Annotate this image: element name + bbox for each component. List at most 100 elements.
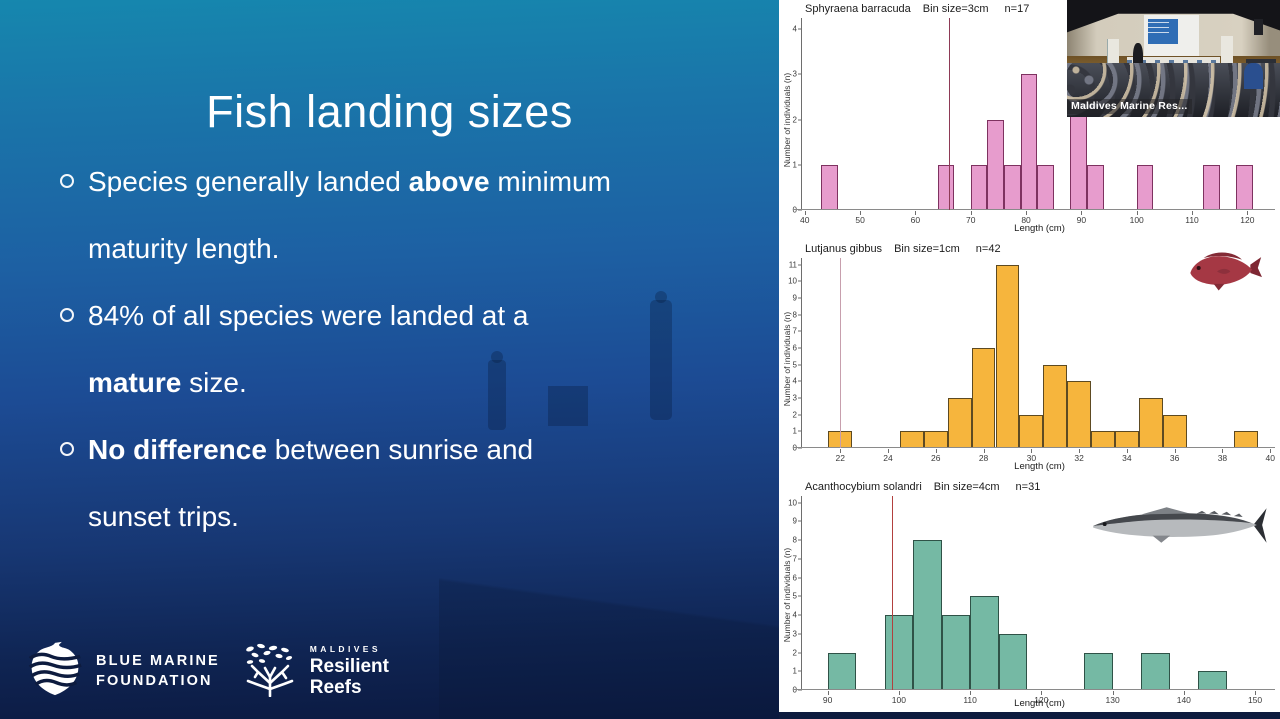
y-tick-label: 6 bbox=[792, 573, 797, 583]
y-tick-label: 0 bbox=[792, 205, 797, 215]
x-tick-label: 100 bbox=[891, 695, 906, 705]
x-axis-line bbox=[793, 209, 1275, 210]
y-tick-label: 10 bbox=[788, 276, 797, 286]
rollup-banner bbox=[1221, 36, 1234, 70]
histogram-bar bbox=[884, 615, 914, 690]
histogram-lutjanus-gibbus: Lutjanus gibbus Bin size=1cm n=42 Number o… bbox=[779, 240, 1280, 478]
x-tick-label: 32 bbox=[1074, 453, 1084, 463]
x-tick-label: 90 bbox=[1076, 215, 1087, 225]
y-tick-label: 7 bbox=[792, 554, 797, 564]
histogram-bar bbox=[987, 119, 1004, 210]
y-tick-mark bbox=[798, 520, 802, 522]
projected-slide bbox=[1147, 18, 1178, 45]
y-tick-label: 3 bbox=[792, 69, 797, 79]
y-tick-mark bbox=[798, 380, 802, 382]
maturity-length-line bbox=[840, 258, 842, 448]
resilient-reefs-line2: Reefs bbox=[309, 677, 362, 698]
histogram-bar bbox=[1084, 652, 1113, 690]
chart-bin-size: Bin size=4cm bbox=[933, 481, 1000, 493]
x-tick-mark bbox=[1126, 449, 1128, 453]
y-tick-mark bbox=[798, 558, 802, 560]
bullet-marker-icon bbox=[60, 442, 74, 456]
y-tick-label: 2 bbox=[792, 115, 797, 125]
x-tick-mark bbox=[888, 449, 889, 453]
histogram-bar bbox=[1203, 164, 1220, 210]
resilient-reefs-kicker: MALDIVES bbox=[309, 644, 381, 655]
y-tick-label: 1 bbox=[792, 160, 797, 170]
bullet-line: mature size. bbox=[88, 367, 247, 398]
x-axis-label: Length (cm) bbox=[1014, 698, 1065, 709]
y-tick-mark bbox=[798, 502, 802, 504]
audience-member-blue-shirt bbox=[1243, 63, 1263, 89]
coral-fish-emblem-icon bbox=[242, 641, 298, 702]
chart-species: Sphyraena barracuda bbox=[805, 3, 911, 15]
y-tick-label: 6 bbox=[792, 343, 797, 353]
histogram-bar bbox=[1067, 381, 1092, 448]
y-tick-mark bbox=[798, 397, 802, 399]
x-tick-label: 150 bbox=[1247, 695, 1263, 705]
x-tick-mark bbox=[1081, 211, 1083, 215]
y-tick-label: 1 bbox=[792, 426, 797, 436]
maturity-length-line bbox=[891, 496, 893, 690]
histogram-bar bbox=[913, 540, 942, 690]
webcam-overlay[interactable]: Maldives Marine Res... bbox=[1067, 0, 1280, 117]
histogram-bar bbox=[971, 348, 996, 448]
background-box-silhouette bbox=[548, 386, 588, 426]
y-tick-mark bbox=[798, 73, 802, 75]
y-tick-mark bbox=[798, 447, 802, 449]
y-tick-label: 4 bbox=[792, 610, 797, 620]
x-tick-mark bbox=[970, 211, 972, 215]
x-tick-label: 40 bbox=[1265, 453, 1275, 463]
wall-speaker bbox=[1254, 18, 1263, 36]
x-tick-mark bbox=[1041, 691, 1043, 695]
y-tick-mark bbox=[798, 264, 802, 266]
y-tick-mark bbox=[798, 314, 802, 316]
histogram-bar bbox=[995, 264, 1020, 448]
y-tick-mark bbox=[798, 119, 802, 121]
slide-title: Fish landing sizes bbox=[206, 86, 573, 138]
histogram-bar bbox=[998, 633, 1028, 690]
y-tick-label: 4 bbox=[792, 24, 797, 34]
x-tick-label: 110 bbox=[1185, 215, 1199, 225]
y-tick-label: 4 bbox=[792, 376, 797, 386]
y-tick-label: 11 bbox=[788, 260, 797, 270]
histogram-bar bbox=[1138, 398, 1163, 448]
histogram-bar bbox=[970, 164, 988, 210]
histogram-bar bbox=[821, 164, 838, 210]
rollup-banner bbox=[1107, 38, 1120, 74]
resilient-reefs-logo: MALDIVES Resilient Reefs bbox=[242, 641, 389, 702]
x-tick-label: 40 bbox=[800, 215, 810, 225]
x-tick-mark bbox=[1247, 211, 1249, 215]
histogram-bar bbox=[1091, 431, 1115, 448]
y-tick-mark bbox=[798, 633, 802, 635]
chart-sample-size: n=17 bbox=[1004, 3, 1030, 15]
y-tick-label: 2 bbox=[792, 410, 797, 420]
x-axis-label: Length (cm) bbox=[1014, 461, 1065, 472]
y-tick-label: 1 bbox=[792, 666, 797, 676]
resilient-reefs-line1: Resilient bbox=[309, 656, 389, 678]
x-tick-mark bbox=[1174, 449, 1176, 453]
y-tick-label: 3 bbox=[792, 393, 797, 403]
x-tick-label: 80 bbox=[1021, 215, 1031, 225]
projection-screen bbox=[1143, 15, 1200, 57]
y-tick-mark bbox=[798, 430, 802, 432]
y-tick-label: 3 bbox=[792, 629, 797, 639]
y-tick-label: 0 bbox=[792, 443, 797, 453]
plot-area: 0 1 2 3 4 5 6 7 8 9 10 90 100 110 120 130 140 150 bbox=[788, 496, 1275, 705]
histogram-acanthocybium-solandri: Acanthocybium solandri Bin size=4cm n=31 N… bbox=[779, 478, 1280, 712]
histogram-bar bbox=[947, 398, 972, 448]
chart-title: Sphyraena barracuda Bin size=3cm n=17 bbox=[805, 3, 1029, 15]
y-tick-label: 5 bbox=[792, 591, 797, 601]
y-tick-mark bbox=[798, 164, 802, 166]
x-tick-label: 120 bbox=[1034, 695, 1049, 705]
histogram-bar bbox=[1019, 414, 1044, 448]
bullet-line: No difference between sunrise and bbox=[88, 434, 534, 465]
y-tick-label: 8 bbox=[792, 535, 797, 545]
chart-species: Acanthocybium solandri bbox=[805, 481, 922, 493]
bullet-list: Species generally landed above minimum ma… bbox=[58, 148, 738, 550]
bullet-item: 84% of all species were landed at a matur… bbox=[58, 282, 738, 416]
x-tick-label: 34 bbox=[1122, 453, 1132, 463]
x-tick-mark bbox=[970, 691, 972, 695]
y-tick-mark bbox=[798, 28, 802, 30]
chart-bin-size: Bin size=3cm bbox=[922, 3, 989, 15]
